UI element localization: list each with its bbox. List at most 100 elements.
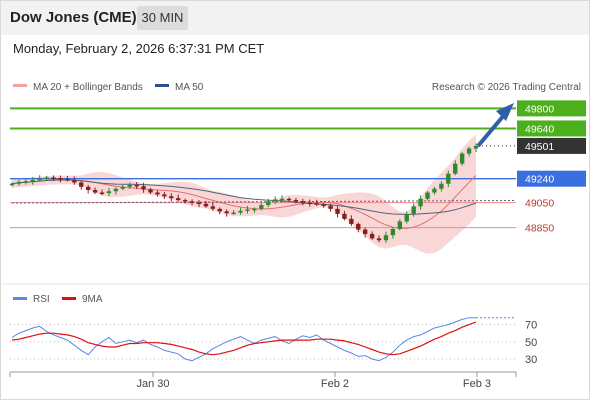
- candle-body: [92, 190, 98, 193]
- level-label-49501: 49501: [525, 141, 554, 153]
- chart-datetime: Monday, February 2, 2026 6:37:31 PM CET: [13, 41, 265, 56]
- candle-body: [176, 198, 181, 201]
- candle-body: [432, 188, 437, 193]
- candle-body: [286, 198, 292, 201]
- candle-body: [113, 188, 119, 192]
- rsi-lines: [11, 317, 516, 362]
- level-tag-49640: [517, 120, 586, 137]
- candle-body: [300, 201, 306, 203]
- candlestick-series: [9, 143, 479, 244]
- level-tag-49240: [517, 170, 586, 187]
- candle-body: [106, 191, 112, 194]
- candle-body: [58, 178, 63, 180]
- credit-label: Research © 2026 Trading Central: [432, 82, 581, 93]
- candle-body: [16, 181, 22, 184]
- candle-body: [349, 218, 354, 224]
- ma50-projection: [11, 200, 517, 204]
- x-tick-label: Jan 30: [136, 378, 169, 390]
- candle-body: [279, 198, 285, 201]
- level-tag-49800: [517, 100, 586, 117]
- candle-body: [72, 179, 77, 183]
- legend-bollinger-swatch: [13, 84, 27, 87]
- candle-body: [51, 177, 56, 179]
- x-tick-label: Feb 3: [463, 378, 491, 390]
- level-tag-49501: [517, 137, 586, 154]
- candle-body: [148, 189, 153, 193]
- bollinger-band-area: [12, 134, 476, 254]
- candle-body: [383, 235, 389, 241]
- instrument-title: Dow Jones (CME): [10, 9, 137, 26]
- candle-body: [85, 186, 91, 191]
- candle-body: [30, 179, 35, 182]
- legend-ma50-swatch: [155, 84, 169, 87]
- candle-body: [182, 200, 188, 202]
- candle-body: [272, 199, 278, 202]
- candle-body: [9, 183, 15, 186]
- candle-body: [162, 194, 167, 197]
- level-label-49800: 49800: [525, 103, 554, 115]
- candle-body: [418, 198, 423, 207]
- timeframe-button[interactable]: 30 MIN: [137, 6, 188, 30]
- candle-body: [321, 204, 326, 206]
- legend-ma50-label: MA 50: [175, 82, 204, 93]
- candle-body: [169, 196, 174, 199]
- bollinger-band: [12, 134, 476, 254]
- candle-body: [252, 208, 257, 211]
- candle-body: [231, 212, 236, 215]
- candle-body: [245, 209, 250, 211]
- candle-body: [446, 173, 451, 184]
- candle-body: [210, 206, 216, 209]
- projection-arrow-head: [496, 103, 514, 121]
- candle-body: [362, 229, 368, 234]
- candle-body: [224, 211, 229, 214]
- candle-body: [99, 192, 105, 195]
- candle-body: [238, 210, 243, 213]
- candle-body: [293, 200, 299, 202]
- rsi-legend-swatch: [13, 297, 27, 300]
- candle-body: [65, 178, 70, 181]
- candle-body: [120, 186, 126, 189]
- level-label-49240: 49240: [525, 174, 554, 186]
- rsi-ma-legend-label: 9MA: [82, 294, 103, 305]
- x-tick-label: Feb 2: [321, 378, 349, 390]
- candle-body: [390, 228, 396, 236]
- candle-body: [466, 148, 472, 154]
- rsi-tick-30: 30: [525, 354, 537, 366]
- candle-body: [453, 163, 458, 174]
- candle-body: [23, 181, 29, 183]
- candle-body: [439, 183, 444, 189]
- key-level-lines: [10, 107, 516, 229]
- x-axis-ticks: Jan 30 Feb 2 Feb 3: [9, 372, 517, 390]
- rsi-tick-labels: 70 50 30: [525, 320, 537, 366]
- candle-body: [404, 213, 409, 222]
- candle-body: [37, 178, 42, 181]
- candle-body: [356, 223, 361, 230]
- level-label-49640: 49640: [525, 123, 554, 135]
- candle-body: [266, 201, 271, 206]
- candle-body: [307, 202, 312, 205]
- legend-bollinger-label: MA 20 + Bollinger Bands: [33, 82, 143, 93]
- rsi-tick-70: 70: [525, 320, 537, 332]
- candle-body: [342, 213, 347, 219]
- rsi-ma-legend-swatch: [62, 297, 76, 300]
- candle-body: [369, 233, 375, 239]
- ma50-line: [11, 179, 477, 216]
- candle-body: [425, 192, 430, 199]
- candle-body: [127, 184, 132, 187]
- candle-body: [473, 145, 479, 149]
- rsi-tick-50: 50: [525, 337, 537, 349]
- rsi-ma-line: [11, 321, 477, 356]
- candle-body: [196, 202, 202, 205]
- candle-body: [376, 238, 382, 241]
- candle-body: [44, 177, 49, 179]
- level-label-48850: 48850: [525, 223, 554, 235]
- candle-body: [141, 186, 146, 190]
- rsi-gridlines: [10, 324, 516, 360]
- candle-body: [155, 192, 160, 195]
- candle-body: [335, 208, 340, 214]
- rsi-line: [11, 317, 476, 362]
- level-label-49050: 49050: [525, 198, 554, 210]
- candle-body: [259, 205, 264, 209]
- candle-body: [203, 203, 209, 207]
